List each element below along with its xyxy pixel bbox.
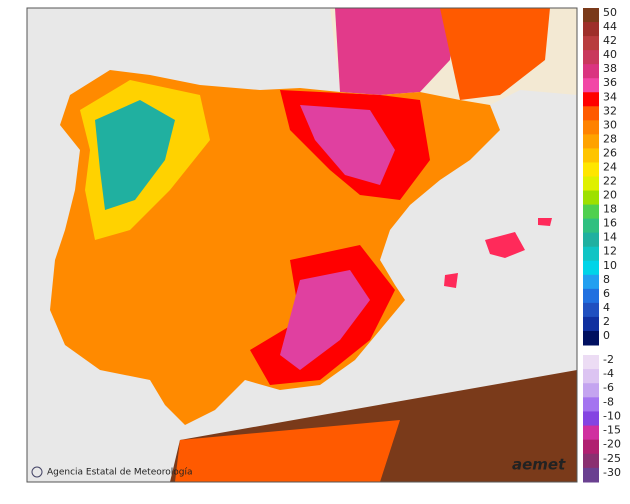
legend-label: 50 [603, 6, 617, 19]
legend-swatch [583, 92, 599, 107]
legend-label: -15 [603, 424, 621, 437]
legend-label: -4 [603, 367, 614, 380]
legend-label: 6 [603, 287, 610, 300]
legend-label: -8 [603, 395, 614, 408]
legend-swatch [583, 453, 599, 469]
legend-label: 2 [603, 315, 610, 328]
legend-label: -10 [603, 409, 621, 422]
legend-swatch [583, 260, 599, 276]
credit-icon [31, 466, 43, 478]
legend-label: 22 [603, 175, 617, 188]
legend-swatch [583, 383, 599, 398]
legend-swatch [583, 274, 599, 290]
legend-swatch [583, 162, 599, 177]
legend-swatch [583, 106, 599, 121]
legend-label: 12 [603, 245, 617, 258]
france-south [440, 8, 550, 100]
legend-swatch [583, 148, 599, 163]
menorca [538, 218, 552, 226]
legend-swatch [583, 355, 599, 370]
legend-label: 44 [603, 20, 617, 33]
legend-label: 30 [603, 118, 617, 131]
legend-swatch [583, 36, 599, 51]
legend-label: -20 [603, 438, 621, 451]
legend-label: 28 [603, 132, 617, 145]
legend-label: 36 [603, 76, 617, 89]
legend-label: 42 [603, 34, 617, 47]
ebro-core [300, 105, 395, 185]
southeast-core [280, 270, 370, 370]
credit: Agencia Estatal de Meteorología [31, 466, 193, 478]
legend-label: 0 [603, 329, 610, 342]
legend-swatch [583, 176, 599, 192]
map-frame [26, 7, 578, 483]
legend-label: -25 [603, 452, 621, 465]
legend-swatch [583, 204, 599, 220]
france-hot [335, 8, 455, 95]
legend-swatch [583, 397, 599, 412]
mallorca [485, 232, 525, 258]
legend-swatch [583, 78, 599, 93]
ibiza [444, 273, 458, 288]
africa-coast [175, 420, 400, 482]
legend-swatch [583, 302, 599, 318]
legend-label: -30 [603, 466, 621, 479]
legend-label: 38 [603, 62, 617, 75]
legend-swatch [583, 439, 599, 455]
credit-text: Agencia Estatal de Meteorología [47, 468, 193, 478]
legend-swatch [583, 425, 599, 441]
legend-label: -2 [603, 353, 614, 366]
legend-swatch [583, 218, 599, 234]
legend-label: 20 [603, 189, 617, 202]
legend-swatch [583, 190, 599, 206]
legend: 5044424038363432302826242220181614121086… [583, 6, 621, 483]
legend-label: 18 [603, 203, 617, 216]
legend-swatch [583, 8, 599, 23]
legend-swatch [583, 246, 599, 262]
legend-label: 24 [603, 160, 617, 173]
legend-swatch [583, 22, 599, 37]
galicia-cool [95, 100, 175, 210]
legend-swatch [583, 134, 599, 149]
legend-swatch [583, 369, 599, 384]
legend-label: 14 [603, 231, 617, 244]
legend-label: 32 [603, 104, 617, 117]
legend-swatch [583, 50, 599, 65]
legend-label: 26 [603, 146, 617, 159]
legend-swatch [583, 232, 599, 248]
legend-label: 16 [603, 217, 617, 230]
legend-label: 34 [603, 90, 617, 103]
legend-swatch [583, 411, 599, 427]
legend-label: 40 [603, 48, 617, 61]
logo: aemet [512, 456, 566, 474]
legend-swatch [583, 64, 599, 79]
legend-label: -6 [603, 381, 614, 394]
legend-swatch [583, 316, 599, 332]
legend-label: 4 [603, 301, 610, 314]
legend-label: 8 [603, 273, 610, 286]
legend-label: 10 [603, 259, 617, 272]
map: Agencia Estatal de Meteorología aemet [27, 8, 577, 482]
legend-swatch [583, 467, 599, 483]
legend-swatch [583, 120, 599, 135]
legend-swatch [583, 330, 599, 346]
legend-swatch [583, 288, 599, 304]
